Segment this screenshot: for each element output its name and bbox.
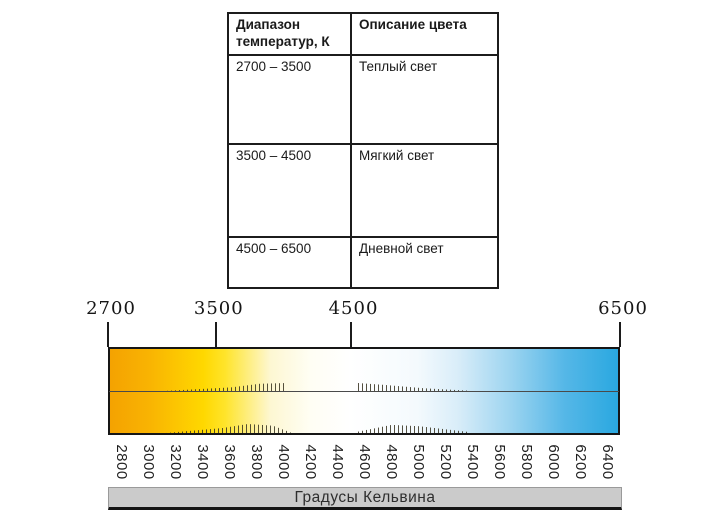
ruler-ticks — [358, 424, 470, 433]
column-header-range: Диапазон температур, К — [227, 12, 352, 56]
kelvin-minor-label: 3000 — [140, 444, 158, 480]
gradient-midline — [109, 391, 619, 392]
column-header-description: Описание цвета — [350, 12, 499, 56]
kelvin-minor-label: 4200 — [302, 444, 320, 480]
description-cell: Теплый свет — [350, 53, 499, 145]
kelvin-major-label: 3500 — [193, 298, 244, 319]
kelvin-minor-label: 6400 — [598, 444, 616, 480]
kelvin-minor-label: 5000 — [409, 444, 427, 480]
kelvin-minor-label: 4600 — [356, 444, 373, 480]
kelvin-tick-stem — [619, 322, 621, 347]
kelvin-minor-label: 6000 — [544, 444, 562, 480]
kelvin-minor-label: 3400 — [194, 444, 212, 480]
range-cell: 2700 – 3500 — [227, 53, 352, 145]
table-row: 2700 – 3500 Теплый свет — [227, 53, 499, 145]
kelvin-minor-label: 5800 — [517, 444, 535, 480]
kelvin-major-label: 6500 — [598, 298, 648, 319]
kelvin-minor-label: 5600 — [490, 444, 508, 480]
kelvin-minor-label: 6200 — [571, 444, 589, 480]
kelvin-major-label: 2700 — [86, 298, 136, 319]
kelvin-minor-label: 3800 — [248, 444, 266, 480]
kelvin-minor-label: 5400 — [463, 444, 481, 480]
axis-title-bar: Градусы Кельвина — [108, 487, 622, 510]
kelvin-minor-label: 5200 — [436, 444, 454, 480]
temperature-table: Диапазон температур, К Описание цвета 27… — [227, 12, 499, 289]
range-cell: 3500 – 4500 — [227, 142, 352, 238]
kelvin-minor-label: 4400 — [329, 444, 347, 480]
kelvin-major-label: 4500 — [328, 298, 379, 319]
axis-title: Градусы Кельвина — [294, 488, 436, 506]
kelvin-tick-stem — [107, 322, 109, 347]
ruler-ticks — [166, 424, 292, 433]
description-cell: Дневной свет — [350, 235, 499, 289]
table-row: 4500 – 6500 Дневной свет — [227, 235, 499, 289]
range-cell: 4500 – 6500 — [227, 235, 352, 289]
table-header-row: Диапазон температур, К Описание цвета — [227, 12, 499, 56]
kelvin-minor-label: 2800 — [113, 444, 131, 480]
kelvin-minor-label: 4000 — [275, 444, 293, 480]
kelvin-minor-label: 3200 — [167, 444, 185, 480]
description-cell: Мягкий свет — [350, 142, 499, 238]
kelvin-minor-label: 4800 — [382, 444, 400, 480]
kelvin-minor-label: 3600 — [221, 444, 239, 480]
table-row: 3500 – 4500 Мягкий свет — [227, 142, 499, 238]
